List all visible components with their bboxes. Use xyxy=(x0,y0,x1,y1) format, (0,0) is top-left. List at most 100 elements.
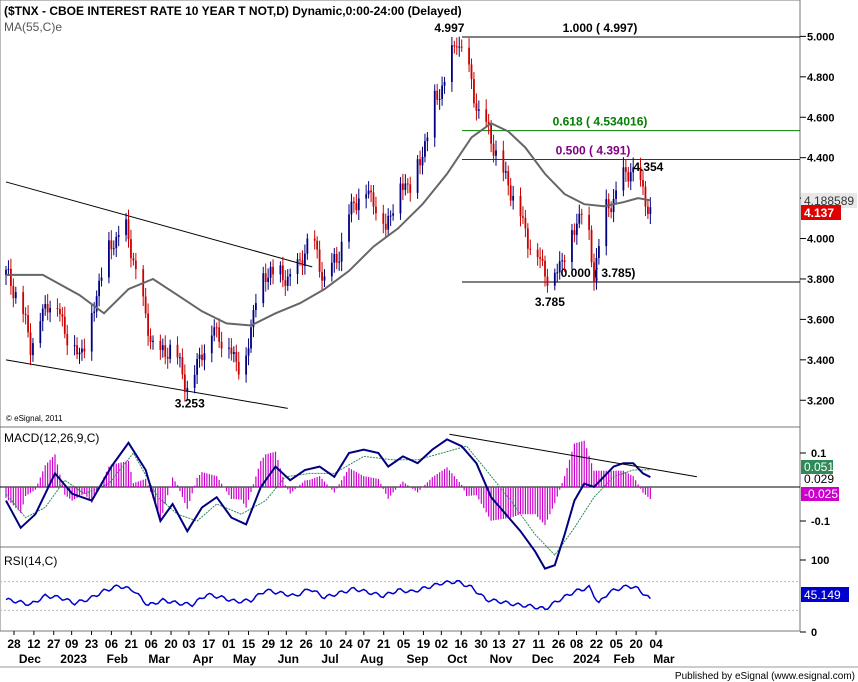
candle-body xyxy=(12,285,15,299)
candle-body xyxy=(392,213,394,216)
x-month-label: Oct xyxy=(447,652,467,666)
candle-body xyxy=(29,332,32,356)
candle-body xyxy=(504,171,507,173)
x-day-label: 06 xyxy=(144,637,158,651)
signal-value: 0.029 xyxy=(804,472,834,486)
price-trendline xyxy=(5,181,313,268)
candle-body xyxy=(539,257,541,259)
x-day-label: 15 xyxy=(242,637,256,651)
rsi-line xyxy=(5,579,651,610)
candle-body xyxy=(93,311,96,314)
candle-body xyxy=(284,280,287,286)
candle-body xyxy=(387,215,390,230)
x-day-label: 02 xyxy=(435,637,449,651)
x-day-label: 11 xyxy=(532,637,545,651)
candle-body xyxy=(218,327,221,342)
x-day-label: 19 xyxy=(417,637,431,651)
candle-body xyxy=(348,214,350,242)
price-annotation: 4.354 xyxy=(633,160,663,174)
macd-hist-value: -0.025 xyxy=(804,487,838,501)
x-day-label: 06 xyxy=(105,637,119,651)
candle-body xyxy=(193,374,196,388)
rsi-series: 100 0 xyxy=(0,555,829,639)
candle-body xyxy=(495,150,497,156)
candle-body xyxy=(228,347,230,349)
trendlines xyxy=(5,181,313,409)
x-day-label: 07 xyxy=(357,637,371,651)
candle-body xyxy=(590,229,593,263)
candle-body xyxy=(490,124,492,144)
x-day-label: 26 xyxy=(299,637,313,651)
candle-body xyxy=(44,303,47,309)
candle-body xyxy=(553,272,556,286)
candle-body xyxy=(232,351,235,354)
macd-tick-label: 0.1 xyxy=(811,448,826,460)
rsi-tick-label: 100 xyxy=(811,555,829,567)
candle-body xyxy=(473,79,475,104)
candle-body xyxy=(372,192,375,207)
x-day-label: 27 xyxy=(512,637,526,651)
candle-body xyxy=(443,81,446,86)
candle-body xyxy=(438,98,441,100)
price-tick-label: 4.600 xyxy=(807,112,835,124)
ma-value-box xyxy=(801,193,857,208)
fib-label: 0.618 ( 4.534016) xyxy=(553,115,648,129)
candle-body xyxy=(125,219,127,236)
candle-body xyxy=(382,213,385,224)
candle-body xyxy=(230,347,233,354)
price-tick-label: 3.200 xyxy=(807,395,835,407)
candle-body xyxy=(588,214,590,230)
x-month-label: Feb xyxy=(614,652,635,666)
candle-body xyxy=(509,185,512,201)
candle-body xyxy=(166,356,169,359)
x-month-label: 2023 xyxy=(60,652,87,666)
x-day-label: 20 xyxy=(164,637,178,651)
candle-body xyxy=(306,238,309,254)
rsi-tick-label: 0 xyxy=(811,627,817,639)
price-candles xyxy=(5,36,652,402)
candle-body xyxy=(78,352,81,355)
candle-body xyxy=(526,228,529,249)
candle-body xyxy=(262,273,265,304)
fib-label: 1.000 ( 4.997) xyxy=(563,21,638,35)
candle-body xyxy=(183,374,186,392)
x-day-label: 01 xyxy=(222,637,236,651)
candle-body xyxy=(220,341,223,349)
candle-body xyxy=(149,335,152,343)
x-month-label: Sep xyxy=(406,652,428,666)
x-day-label: 23 xyxy=(85,637,99,651)
price-tick-label: 3.400 xyxy=(807,355,835,367)
candle-body xyxy=(402,183,404,190)
candle-body xyxy=(607,199,610,209)
macd-trendline xyxy=(449,433,697,478)
candle-body xyxy=(179,357,181,359)
macd-title: MACD(12,26,9,C) xyxy=(4,431,99,445)
candle-body xyxy=(245,355,247,375)
x-day-label: 09 xyxy=(65,637,79,651)
candle-body xyxy=(404,183,407,190)
candle-body xyxy=(370,190,372,193)
x-day-label: 03 xyxy=(182,637,196,651)
candle-body xyxy=(477,109,480,111)
price-tick-label: 3.600 xyxy=(807,314,835,326)
candle-body xyxy=(441,85,443,99)
candle-body xyxy=(487,121,490,125)
candle-body xyxy=(286,276,289,286)
candle-body xyxy=(279,265,282,275)
candle-body xyxy=(164,345,167,357)
candle-body xyxy=(144,296,147,314)
candle-body xyxy=(367,190,370,195)
x-month-label: Nov xyxy=(490,652,513,666)
last-price-value: 4.137 xyxy=(804,206,834,220)
fib-label: 0.000 ( 3.785) xyxy=(561,266,636,280)
candle-body xyxy=(313,238,316,241)
candle-body xyxy=(541,258,544,261)
rsi-title: RSI(14,C) xyxy=(4,554,57,568)
candle-body xyxy=(571,230,573,262)
candle-body xyxy=(399,183,402,214)
candle-body xyxy=(213,327,216,336)
x-day-label: 08 xyxy=(570,637,584,651)
candle-body xyxy=(247,348,250,356)
candle-body xyxy=(63,316,66,334)
